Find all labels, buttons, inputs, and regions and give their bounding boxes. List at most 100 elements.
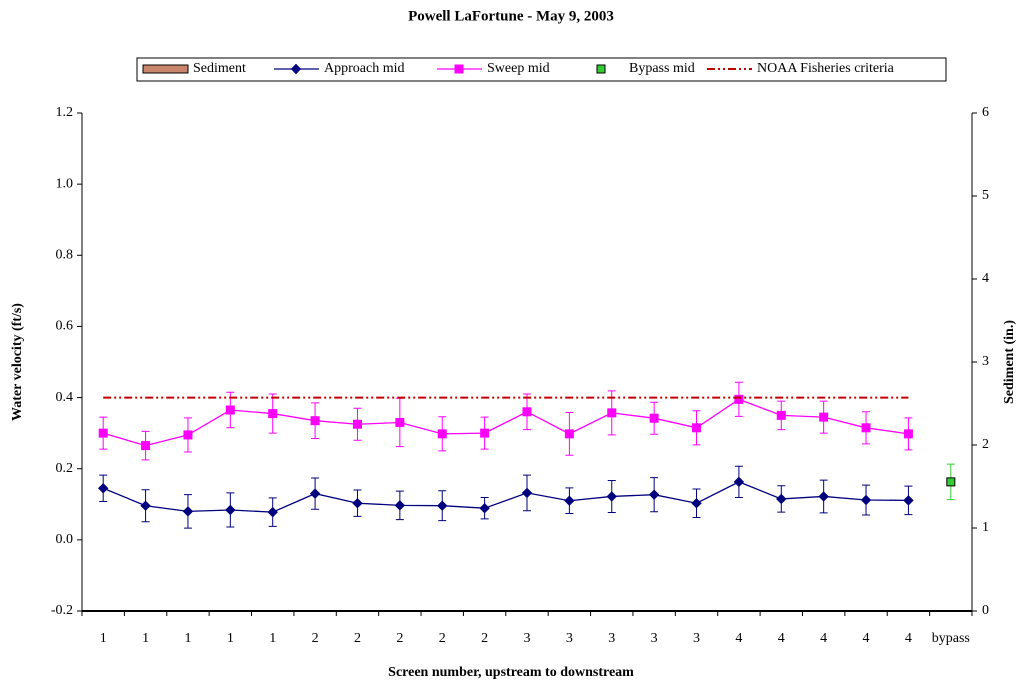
marker [225, 405, 235, 415]
marker [564, 495, 575, 506]
marker [437, 500, 448, 511]
series [98, 381, 913, 461]
legend-entry: Approach mid [274, 61, 404, 76]
x-tick-label: 1 [184, 631, 191, 646]
y2-tick-label: 2 [982, 437, 989, 452]
marker [225, 504, 236, 516]
marker [564, 429, 574, 439]
marker [860, 494, 872, 506]
x-tick-label: 4 [778, 631, 785, 646]
x-tick-label: 4 [863, 631, 870, 646]
x-tick-label: 2 [439, 631, 446, 646]
legend-box [136, 57, 947, 82]
marker [903, 495, 914, 506]
series [97, 465, 914, 529]
x-tick-label: 2 [396, 631, 403, 646]
y-tick-label: 0.6 [56, 319, 74, 334]
marker [98, 428, 108, 438]
marker [734, 394, 744, 404]
x-tick-label: 3 [693, 631, 700, 646]
marker [692, 423, 702, 433]
series-line [103, 398, 909, 447]
x-tick-label: 1 [142, 631, 149, 646]
legend-entry: Sweep mid [437, 61, 550, 76]
marker [97, 483, 109, 494]
x-axis-label: Screen number, upstream to downstream [388, 665, 634, 680]
marker [268, 409, 278, 419]
series-line [102, 481, 909, 513]
marker [607, 408, 617, 418]
x-tick-label: 2 [354, 631, 361, 646]
y-tick-label: 0.0 [56, 532, 74, 547]
marker [903, 429, 913, 439]
x-tick-label: 3 [608, 631, 615, 646]
y2-tick-label: 0 [982, 603, 989, 618]
marker [309, 488, 321, 499]
x-tick-label: 1 [100, 631, 107, 646]
marker [267, 506, 278, 518]
legend-label: Approach mid [324, 61, 404, 76]
marker [437, 429, 447, 439]
series [946, 463, 956, 501]
marker [352, 419, 362, 429]
marker [861, 423, 871, 433]
marker [522, 407, 532, 417]
marker [521, 487, 533, 499]
marker [395, 417, 405, 427]
y2-tick-label: 3 [982, 354, 989, 369]
marker [479, 502, 490, 514]
y2-tick-label: 1 [982, 520, 989, 535]
y-tick-label: 0.4 [56, 390, 74, 405]
marker [352, 498, 363, 509]
marker [394, 500, 406, 511]
marker [691, 498, 702, 509]
marker [183, 430, 193, 440]
marker [649, 413, 659, 423]
x-tick-label: 2 [312, 631, 319, 646]
y-tick-label: -0.2 [51, 603, 73, 618]
legend-entry: Sediment [142, 61, 246, 76]
y2-tick-label: 6 [982, 105, 989, 120]
marker [733, 476, 745, 488]
y-tick-label: 0.8 [56, 248, 74, 263]
x-tick-label: 1 [269, 631, 276, 646]
y2-tick-label: 4 [982, 271, 989, 286]
marker [454, 64, 464, 74]
legend-entry: Bypass mid [596, 61, 695, 76]
legend-label: Sweep mid [487, 61, 550, 76]
x-tick-label: 3 [566, 631, 573, 646]
marker [596, 64, 606, 74]
marker [776, 493, 787, 505]
chart-title: Powell LaFortune - May 9, 2003 [408, 8, 614, 24]
y-tick-label: 1.2 [56, 105, 74, 120]
marker [819, 412, 829, 422]
y-tick-label: 0.2 [56, 461, 74, 476]
legend-label: Sediment [193, 61, 246, 76]
y2-axis-label: Sediment (in.) [1002, 320, 1017, 404]
y-tick-label: 1.0 [56, 176, 74, 191]
marker [946, 477, 956, 487]
x-tick-label: 4 [820, 631, 827, 646]
y2-tick-label: 5 [982, 188, 989, 203]
marker [310, 416, 320, 426]
marker [290, 63, 302, 75]
x-tick-label: 4 [905, 631, 912, 646]
marker [648, 489, 660, 500]
legend-entry: NOAA Fisheries criteria [707, 61, 895, 76]
marker [140, 500, 151, 511]
legend-label: Bypass mid [629, 61, 695, 76]
marker [141, 441, 151, 451]
x-tick-label: bypass [932, 631, 970, 646]
marker [818, 491, 829, 502]
y-axis-label: Water velocity (ft/s) [10, 303, 25, 421]
marker [776, 410, 786, 420]
x-tick-label: 3 [524, 631, 531, 646]
marker [606, 491, 617, 502]
x-tick-label: 3 [651, 631, 658, 646]
marker [182, 506, 194, 517]
marker [480, 428, 490, 438]
x-tick-label: 4 [735, 631, 742, 646]
x-tick-label: 1 [227, 631, 234, 646]
legend-label: NOAA Fisheries criteria [757, 61, 895, 76]
